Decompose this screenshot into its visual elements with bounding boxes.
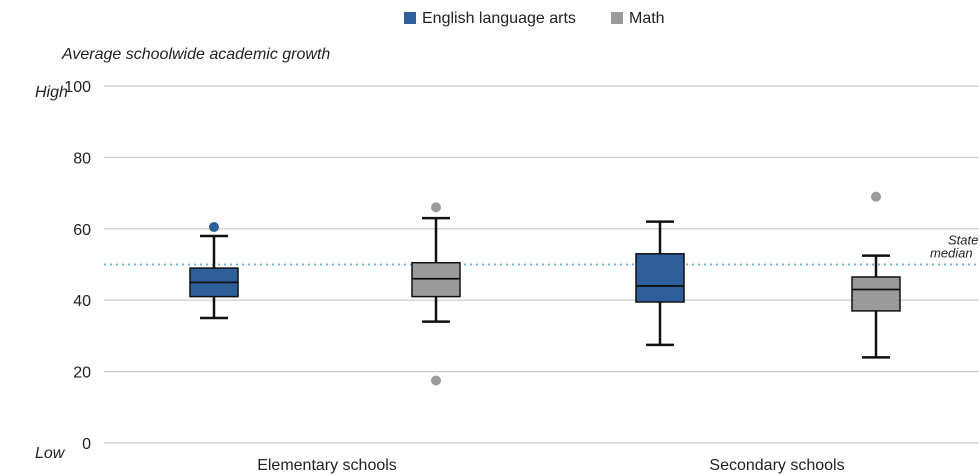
- legend-swatch-2: [611, 12, 623, 24]
- box-ela-secondary: [635, 220, 685, 347]
- outlier-point-ela-elementary-1: [209, 222, 219, 233]
- outlier-point-math-secondary-1: [871, 191, 881, 202]
- legend: English language arts Math: [404, 10, 665, 27]
- state-median-label-line2: median: [930, 246, 973, 261]
- iqr-box-math-secondary: [851, 276, 901, 312]
- y-axis-title: Average schoolwide academic growth: [61, 46, 330, 63]
- y-tick-label-40: 40: [73, 293, 91, 310]
- outlier-point-math-elementary-2: [431, 375, 441, 386]
- box-math-secondary: [851, 191, 901, 359]
- gridlines: [104, 85, 979, 444]
- legend-label-2: Math: [629, 10, 665, 27]
- box-ela-elementary: [189, 222, 239, 320]
- legend-swatch-1: [404, 12, 416, 24]
- x-category-label-2: Secondary schools: [709, 457, 844, 474]
- y-axis-high-label: High: [35, 84, 68, 101]
- box-series: [189, 191, 901, 386]
- y-tick-label-80: 80: [73, 150, 91, 167]
- x-category-labels: Elementary schools Secondary schools: [257, 457, 844, 474]
- outlier-point-math-elementary-1: [431, 202, 441, 213]
- y-tick-label-100: 100: [64, 79, 91, 96]
- y-tick-label-20: 20: [73, 365, 91, 382]
- y-tick-label-60: 60: [73, 222, 91, 239]
- y-axis-low-label: Low: [35, 445, 66, 462]
- legend-label-1: English language arts: [422, 10, 576, 27]
- iqr-box-ela-secondary: [635, 253, 685, 303]
- x-category-label-1: Elementary schools: [257, 457, 397, 474]
- y-tick-label-0: 0: [82, 436, 91, 453]
- state-median-label-line1: State: [948, 233, 978, 248]
- box-math-elementary: [411, 202, 461, 386]
- y-tick-labels: 0 20 40 60 80 100: [64, 79, 91, 453]
